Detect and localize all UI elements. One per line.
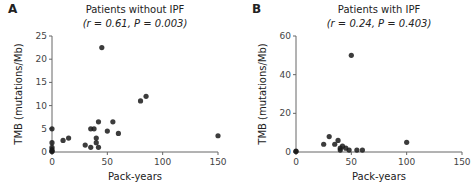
y-tick-label: 60 xyxy=(280,31,292,41)
x-tick-label: 0 xyxy=(293,157,299,167)
point xyxy=(293,148,298,153)
y-axis-label: TMB (mutations/Mb) xyxy=(257,43,268,146)
x-axis-label: Pack-years xyxy=(352,171,406,182)
subtitle: (r = 0.61, P = 0.003) xyxy=(83,18,188,29)
x-tick xyxy=(351,152,352,155)
point xyxy=(49,149,54,154)
y-tick-label: 15 xyxy=(36,77,47,87)
panel: A Patients without IPF (r = 0.61, P = 0.00… xyxy=(8,2,227,182)
point xyxy=(49,140,54,145)
y-tick xyxy=(293,36,296,37)
panel-label: B xyxy=(252,2,261,16)
point xyxy=(327,134,332,139)
panel-label: A xyxy=(8,2,18,16)
point xyxy=(49,126,54,131)
point xyxy=(354,147,359,152)
y-tick-label: 20 xyxy=(280,108,292,118)
panel: B Patients with IPF (r = 0.24, P = 0.403) 0… xyxy=(252,2,471,182)
subtitle: (r = 0.24, P = 0.403) xyxy=(327,18,432,29)
y-tick xyxy=(49,36,52,37)
point xyxy=(360,147,365,152)
x-tick-label: 100 xyxy=(154,157,171,167)
point xyxy=(96,119,101,124)
y-tick xyxy=(49,59,52,60)
points xyxy=(49,45,220,154)
x-tick-label: 50 xyxy=(102,157,114,167)
point xyxy=(138,98,143,103)
y-tick xyxy=(293,74,296,75)
point xyxy=(105,129,110,134)
point xyxy=(88,145,93,150)
point xyxy=(94,140,99,145)
x-tick-label: 50 xyxy=(346,157,358,167)
point xyxy=(404,140,409,145)
point xyxy=(99,45,104,50)
point xyxy=(116,131,121,136)
x-tick-label: 150 xyxy=(453,157,470,167)
x-tick xyxy=(462,152,463,155)
point xyxy=(321,142,326,147)
points xyxy=(293,53,409,154)
y-axis xyxy=(52,36,53,152)
title: Patients without IPF xyxy=(86,4,185,15)
x-tick xyxy=(406,152,407,155)
point xyxy=(83,142,88,147)
x-tick-label: 150 xyxy=(209,157,226,167)
y-tick xyxy=(49,82,52,83)
point xyxy=(215,133,220,138)
y-tick-label: 40 xyxy=(280,70,292,80)
y-tick-label: 25 xyxy=(36,31,47,41)
point xyxy=(143,94,148,99)
y-tick xyxy=(293,113,296,114)
point xyxy=(335,138,340,143)
y-axis xyxy=(296,36,297,152)
y-tick-label: 0 xyxy=(285,147,291,157)
x-tick xyxy=(107,152,108,155)
point xyxy=(49,148,54,153)
x-tick xyxy=(162,152,163,155)
y-tick-label: 5 xyxy=(41,124,47,134)
y-tick xyxy=(49,105,52,106)
x-tick xyxy=(218,152,219,155)
point xyxy=(91,126,96,131)
x-axis xyxy=(52,152,218,153)
y-tick-label: 20 xyxy=(36,54,48,64)
point xyxy=(94,135,99,140)
point xyxy=(293,149,298,154)
point xyxy=(96,145,101,150)
x-tick-label: 100 xyxy=(398,157,415,167)
x-axis-label: Pack-years xyxy=(108,171,162,182)
point xyxy=(347,147,352,152)
x-axis xyxy=(296,152,462,153)
x-tick-label: 0 xyxy=(49,157,55,167)
title: Patients with IPF xyxy=(338,4,421,15)
y-axis-label: TMB (mutations/Mb) xyxy=(13,43,24,146)
y-tick-label: 0 xyxy=(41,147,47,157)
chart: A Patients without IPF (r = 0.61, P = 0.00… xyxy=(0,0,474,196)
point xyxy=(60,138,65,143)
point xyxy=(66,135,71,140)
point xyxy=(349,53,354,58)
y-tick-label: 10 xyxy=(36,101,48,111)
point xyxy=(110,119,115,124)
